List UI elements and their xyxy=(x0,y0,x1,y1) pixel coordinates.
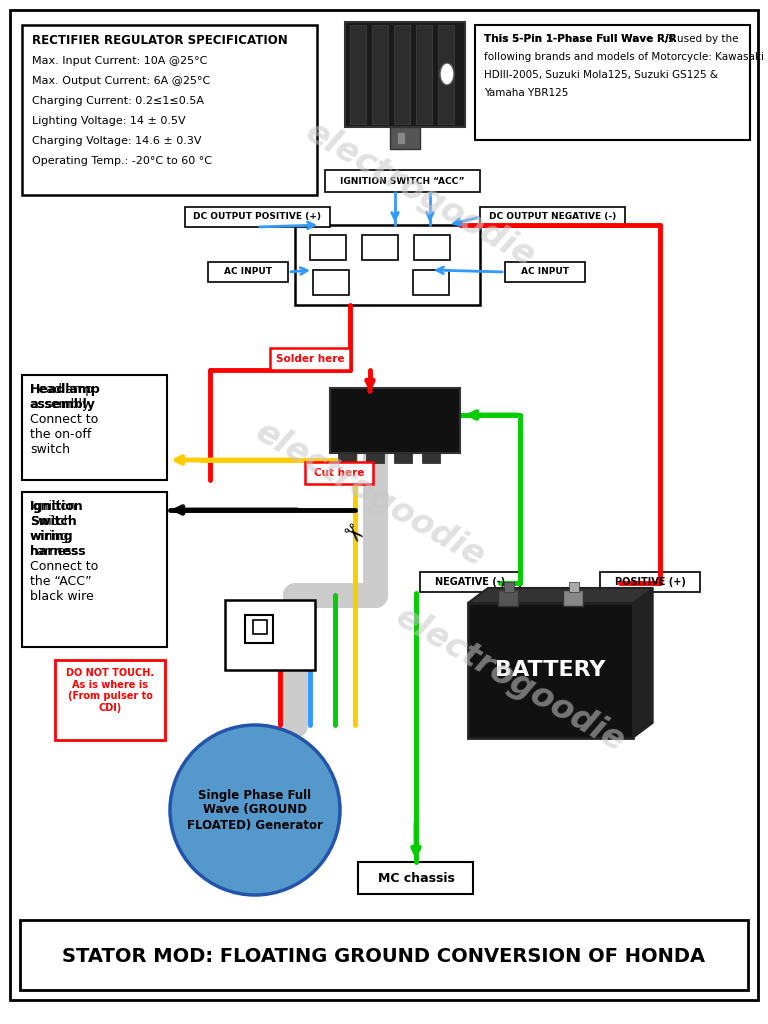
Bar xyxy=(505,262,585,282)
Text: Operating Temp.: -20°C to 60 °C: Operating Temp.: -20°C to 60 °C xyxy=(32,156,212,166)
Bar xyxy=(504,582,514,592)
Text: AC INPUT: AC INPUT xyxy=(521,267,569,276)
Text: Charging Voltage: 14.6 ± 0.3V: Charging Voltage: 14.6 ± 0.3V xyxy=(32,136,201,146)
Text: Charging Current: 0.2≤1≤0.5A: Charging Current: 0.2≤1≤0.5A xyxy=(32,96,204,106)
Bar xyxy=(372,25,388,124)
Bar xyxy=(325,170,480,193)
Bar xyxy=(468,603,633,738)
Text: Cut here: Cut here xyxy=(314,468,364,478)
Text: BATTERY: BATTERY xyxy=(495,660,605,680)
Circle shape xyxy=(170,725,340,895)
Bar xyxy=(498,590,518,606)
Bar xyxy=(310,234,346,260)
Text: AC INPUT: AC INPUT xyxy=(224,267,272,276)
Bar xyxy=(413,270,449,295)
Text: Solder here: Solder here xyxy=(276,354,344,364)
Bar xyxy=(22,375,167,480)
Bar xyxy=(295,225,480,305)
Bar xyxy=(397,132,405,144)
Text: HDIII-2005, Suzuki Mola125, Suzuki GS125 &: HDIII-2005, Suzuki Mola125, Suzuki GS125… xyxy=(484,70,718,80)
Text: Yamaha YBR125: Yamaha YBR125 xyxy=(484,88,568,98)
Bar xyxy=(390,127,420,150)
Bar xyxy=(438,25,454,124)
Bar xyxy=(569,582,579,592)
Text: Headlamp
assembly: Headlamp assembly xyxy=(30,383,101,411)
Text: is used by the: is used by the xyxy=(662,34,739,44)
Bar xyxy=(338,453,356,463)
Bar xyxy=(366,453,384,463)
Bar xyxy=(420,572,520,592)
Text: Ignition
Switch
wiring
harness
Connect to
the “ACC”
black wire: Ignition Switch wiring harness Connect t… xyxy=(30,500,98,603)
Text: NEGATIVE (-): NEGATIVE (-) xyxy=(435,577,505,587)
Text: Single Phase Full
Wave (GROUND
FLOATED) Generator: Single Phase Full Wave (GROUND FLOATED) … xyxy=(187,788,323,831)
Text: Max. Output Current: 6A @25°C: Max. Output Current: 6A @25°C xyxy=(32,76,210,86)
Bar xyxy=(422,453,440,463)
Text: RECTIFIER REGULATOR SPECIFICATION: RECTIFIER REGULATOR SPECIFICATION xyxy=(32,34,288,47)
Bar xyxy=(416,25,432,124)
Bar xyxy=(394,453,412,463)
Bar xyxy=(55,660,165,740)
Text: DC OUTPUT POSITIVE (+): DC OUTPUT POSITIVE (+) xyxy=(193,213,321,221)
Bar xyxy=(345,22,465,127)
Bar xyxy=(600,572,700,592)
Text: electrogoodie: electrogoodie xyxy=(250,416,491,574)
Text: Lighting Voltage: 14 ± 0.5V: Lighting Voltage: 14 ± 0.5V xyxy=(32,116,186,126)
Bar xyxy=(394,25,410,124)
Bar xyxy=(245,615,273,643)
Polygon shape xyxy=(633,588,653,738)
Text: DO NOT TOUCH.
As is where is
(From pulser to
CDI): DO NOT TOUCH. As is where is (From pulse… xyxy=(66,668,154,713)
Text: Max. Input Current: 10A @25°C: Max. Input Current: 10A @25°C xyxy=(32,56,207,66)
Bar xyxy=(20,920,748,990)
Polygon shape xyxy=(468,588,653,603)
Bar xyxy=(253,620,267,634)
Ellipse shape xyxy=(440,63,454,85)
Text: This 5-Pin 1-Phase Full Wave R/R is used by the: This 5-Pin 1-Phase Full Wave R/R is used… xyxy=(484,34,730,44)
Bar xyxy=(305,462,373,484)
Bar xyxy=(563,590,583,606)
Text: electrogoodie: electrogoodie xyxy=(300,116,541,274)
Bar xyxy=(208,262,288,282)
Text: IGNITION SWITCH “ACC”: IGNITION SWITCH “ACC” xyxy=(339,176,464,185)
Bar xyxy=(22,25,317,195)
Text: ✂: ✂ xyxy=(336,519,368,551)
Text: STATOR MOD: FLOATING GROUND CONVERSION OF HONDA: STATOR MOD: FLOATING GROUND CONVERSION O… xyxy=(62,947,706,967)
Bar xyxy=(270,348,350,370)
Bar xyxy=(350,25,366,124)
Bar xyxy=(313,270,349,295)
Bar xyxy=(358,862,473,894)
Text: MC chassis: MC chassis xyxy=(378,871,455,885)
Text: This 5-Pin 1-Phase Full Wave R/R: This 5-Pin 1-Phase Full Wave R/R xyxy=(484,34,677,44)
Bar xyxy=(330,388,460,453)
Bar xyxy=(475,25,750,140)
Text: following brands and models of Motorcycle: Kawasaki: following brands and models of Motorcycl… xyxy=(484,52,764,62)
Text: electrogoodie: electrogoodie xyxy=(389,601,631,759)
Text: Ignition
Switch
wiring
harness: Ignition Switch wiring harness xyxy=(30,500,85,558)
Bar xyxy=(22,492,167,647)
Bar xyxy=(480,207,625,227)
Text: DC OUTPUT NEGATIVE (-): DC OUTPUT NEGATIVE (-) xyxy=(489,213,617,221)
Bar xyxy=(225,600,315,670)
Bar xyxy=(362,234,398,260)
Text: This 5-Pin 1-Phase Full Wave R/R: This 5-Pin 1-Phase Full Wave R/R xyxy=(484,34,677,44)
Bar xyxy=(185,207,330,227)
Text: POSITIVE (+): POSITIVE (+) xyxy=(614,577,685,587)
Text: Headlamp
assembly
Connect to
the on-off
switch: Headlamp assembly Connect to the on-off … xyxy=(30,383,98,456)
Bar xyxy=(414,234,450,260)
